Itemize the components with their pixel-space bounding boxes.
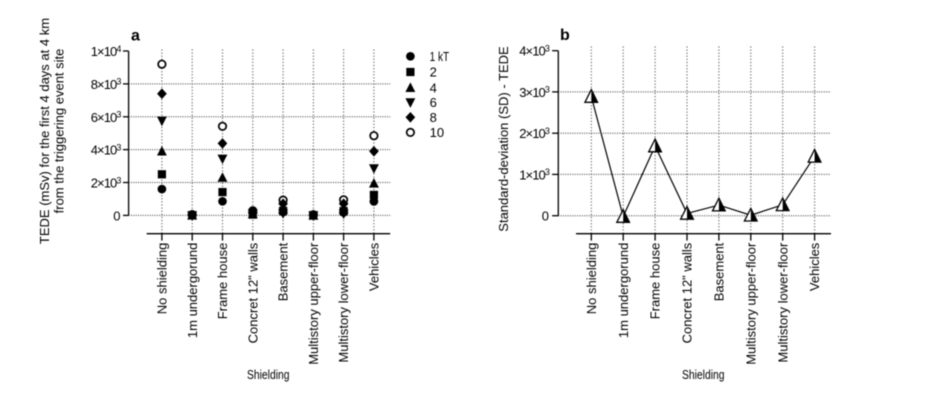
svg-text:3×103: 3×103 bbox=[519, 85, 550, 100]
svg-text:0: 0 bbox=[542, 209, 549, 224]
svg-text:Multistory lower-floor: Multistory lower-floor bbox=[775, 242, 790, 363]
svg-text:1m undergorund: 1m undergorund bbox=[616, 243, 631, 338]
svg-text:Standard-deviation (SD) - TEDE: Standard-deviation (SD) - TEDE bbox=[496, 46, 511, 232]
svg-text:Vehicles: Vehicles bbox=[807, 242, 822, 291]
svg-text:Frame house: Frame house bbox=[648, 243, 663, 320]
svg-text:Shielding: Shielding bbox=[682, 367, 725, 382]
svg-text:Multistory upper-floor: Multistory upper-floor bbox=[306, 242, 321, 365]
svg-text:Multistory upper-floor: Multistory upper-floor bbox=[743, 242, 758, 365]
svg-text:4×103: 4×103 bbox=[91, 142, 122, 157]
svg-text:1m undergorund: 1m undergorund bbox=[185, 243, 200, 338]
svg-text:Basement: Basement bbox=[712, 242, 727, 301]
svg-text:8: 8 bbox=[430, 110, 437, 125]
svg-text:Basement: Basement bbox=[276, 242, 291, 301]
svg-text:1 kT: 1 kT bbox=[430, 49, 450, 64]
svg-text:Vehicles: Vehicles bbox=[367, 242, 382, 291]
svg-text:Concret 12" walls: Concret 12" walls bbox=[680, 242, 695, 343]
svg-text:4: 4 bbox=[430, 80, 437, 95]
svg-text:6×103: 6×103 bbox=[91, 110, 122, 125]
svg-text:Concret 12" walls: Concret 12" walls bbox=[245, 242, 260, 343]
svg-text:Multistory lower-floor: Multistory lower-floor bbox=[336, 242, 351, 363]
svg-text:a: a bbox=[131, 28, 140, 45]
svg-text:6: 6 bbox=[430, 95, 437, 110]
svg-text:4×103: 4×103 bbox=[519, 44, 550, 59]
svg-text:1×103: 1×103 bbox=[519, 167, 550, 182]
svg-text:2×103: 2×103 bbox=[519, 126, 550, 141]
svg-text:2: 2 bbox=[430, 65, 437, 80]
svg-text:10: 10 bbox=[430, 125, 444, 140]
svg-text:from the triggering event site: from the triggering event site bbox=[52, 49, 67, 214]
svg-text:0: 0 bbox=[113, 208, 120, 223]
svg-text:Frame house: Frame house bbox=[215, 243, 230, 320]
svg-text:8×103: 8×103 bbox=[91, 77, 122, 92]
svg-text:Shielding: Shielding bbox=[247, 367, 290, 382]
svg-text:TEDE (mSv) for the first 4 day: TEDE (mSv) for the first 4 days at 4 km bbox=[37, 18, 52, 244]
svg-text:1×104: 1×104 bbox=[91, 44, 122, 59]
svg-text:No shielding: No shielding bbox=[584, 243, 599, 315]
svg-text:2×103: 2×103 bbox=[91, 175, 122, 190]
svg-text:No shielding: No shielding bbox=[155, 243, 170, 315]
svg-text:b: b bbox=[560, 27, 570, 44]
